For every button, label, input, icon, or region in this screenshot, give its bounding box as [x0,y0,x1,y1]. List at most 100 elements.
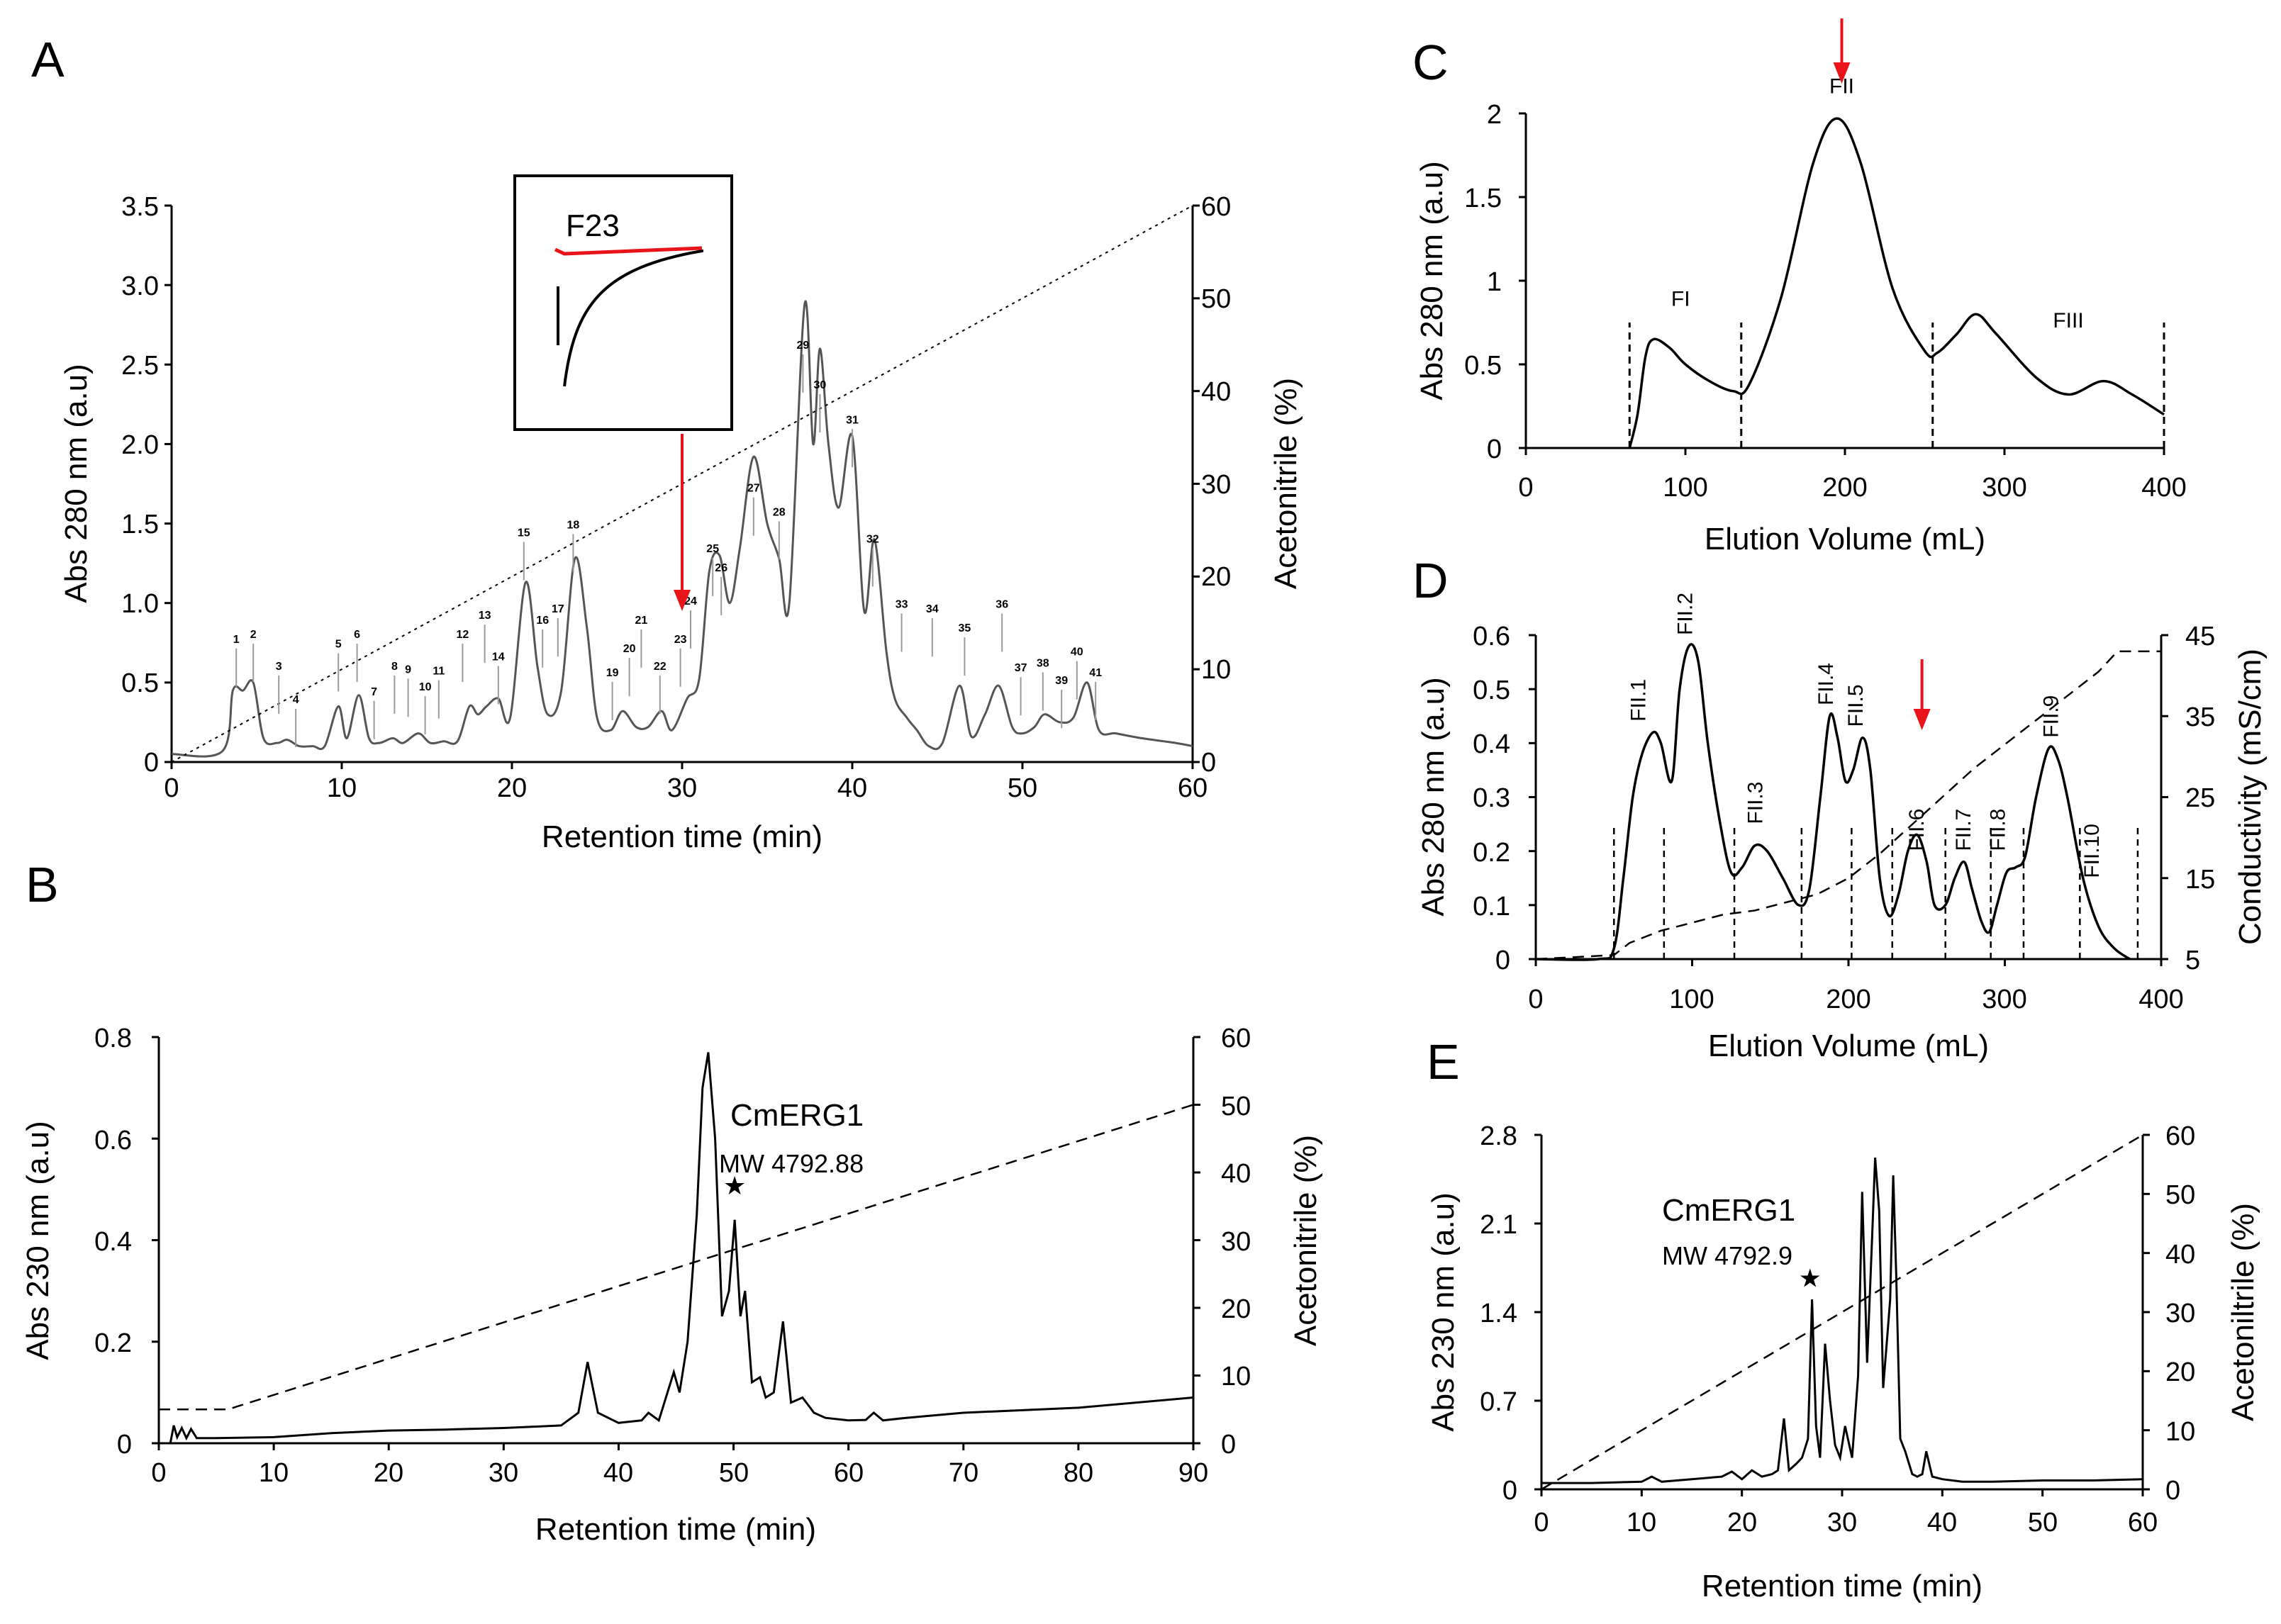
panel-c-axes [1524,113,2164,449]
panel-b-y2-label: Acetonitrile (%) [1288,1135,1323,1346]
panel-b-y-label: Abs 230 nm (a.u) [21,1121,55,1360]
tick-label: 50 [719,1458,749,1488]
panel-e-absorbance-line [1541,1157,2143,1484]
tick-label: 90 [1178,1458,1208,1488]
peak-label: 32 [866,533,879,545]
panel-d-x-ticks: 0 100 200 300 400 [1528,985,2183,1014]
peak-label: 12 [457,629,469,641]
peak-label: 18 [567,519,580,531]
peak-label: 3 [276,661,282,673]
tick-label: 10 [1221,1362,1251,1391]
tick-label: 0 [1518,473,1533,503]
peak-label: 40 [1071,646,1083,659]
tick-label: 15 [2185,865,2215,895]
panel-b-x-ticks: 0 10 20 30 40 50 60 70 80 90 [151,1458,1208,1488]
peak-label: 8 [391,661,398,673]
panel-label-d: D [1412,553,1449,608]
panel-c-arrow [1833,18,1851,84]
tick-label: 100 [1663,473,1707,503]
tick-label: 0.7 [1480,1387,1517,1417]
tick-label: 1.4 [1480,1299,1517,1328]
peak-label: 19 [606,667,619,679]
tick-label: 20 [1221,1294,1251,1324]
tick-label: 50 [1221,1092,1251,1121]
panel-a-y-ticks: 0 0.5 1.0 1.5 2.0 2.5 3.0 3.5 [121,192,159,778]
tick-label: 60 [834,1458,864,1488]
tick-label: 20 [497,773,527,803]
tick-label: 60 [1201,192,1231,222]
peak-label: 35 [959,622,971,634]
tick-label: 400 [2141,473,2186,503]
tick-label: 0 [1201,748,1216,778]
peak-label: 6 [354,629,360,641]
peak-label: 15 [518,527,530,539]
peak-label: 14 [492,651,505,663]
panel-e-y2-label: Acetoniltrile (%) [2226,1203,2260,1421]
inset-current-trace [557,250,703,387]
peak-label: 20 [623,643,636,655]
panel-c-y-ticks: 0 0.5 1 1.5 2 [1464,100,1502,464]
peak-label: 26 [715,562,727,574]
tick-label: 10 [1201,655,1231,685]
panel-d-y-ticks: 0 0.1 0.2 0.3 0.4 0.5 0.6 [1473,622,1510,975]
panel-a-absorbance-line [171,300,1193,758]
peak-label: 21 [635,615,648,627]
panel-label-a: A [31,32,65,87]
panel-b: Retention time (min) Abs 230 nm (a.u) Ac… [21,1024,1323,1547]
tick-label: 50 [2028,1508,2058,1538]
panel-b-acetonitrile-line [159,1104,1194,1411]
peak-label: 9 [405,663,411,676]
peak-label: 7 [371,686,377,698]
panel-e-compound-name: CmERG1 [1662,1193,1795,1228]
tick-label: 0.1 [1473,892,1510,922]
panel-c-y-label: Abs 280 nm (a.u) [1415,161,1449,401]
tick-label: 25 [2185,783,2215,813]
tick-label: 400 [2138,985,2183,1014]
fraction-label: FIII [2053,309,2083,332]
axis-tick-marks [1534,1133,2150,1496]
tick-label: 60 [1178,773,1208,803]
fraction-label: FII.1 [1627,679,1650,722]
tick-label: 0.5 [1464,351,1502,381]
panel-a-arrow [674,434,691,611]
tick-label: 0.6 [1473,622,1510,651]
tick-label: 3.0 [121,271,159,301]
panel-label-c: C [1412,35,1449,90]
panel-c-fraction-dividers [1628,323,2165,448]
panel-e-x-label: Retention time (min) [1702,1569,1982,1603]
tick-label: 5 [2185,946,2200,975]
peak-label: 17 [552,603,564,615]
tick-label: 0 [144,748,159,778]
fraction-label: FI [1671,287,1690,310]
peak-label: 1 [233,634,240,646]
tick-label: 20 [1727,1508,1757,1538]
peak-label: 29 [797,340,810,352]
tick-label: 0.2 [1473,838,1510,868]
tick-label: 30 [489,1458,518,1488]
peak-label: 39 [1055,675,1068,687]
tick-label: 2 [1487,100,1502,130]
panel-d-y2-ticks: 5 15 25 35 45 [2185,622,2215,975]
tick-label: 0.5 [1473,676,1510,705]
tick-label: 0 [1502,1476,1517,1506]
tick-label: 20 [374,1458,403,1488]
tick-label: 2.0 [121,430,159,460]
peak-label: 27 [747,483,760,495]
tick-label: 40 [603,1458,633,1488]
peak-label: 13 [479,610,491,622]
tick-label: 2.1 [1480,1210,1517,1240]
panel-e: Retention time (min) Abs 230 nm (a.u) Ac… [1426,1121,2260,1603]
panel-a-y2-ticks: 0 10 20 30 40 50 60 [1201,192,1231,778]
tick-label: 10 [259,1458,289,1488]
tick-label: 300 [1982,473,2026,503]
tick-label: 40 [1201,377,1231,407]
tick-label: 0 [151,1458,166,1488]
tick-label: 0.8 [94,1024,132,1053]
peak-label: 37 [1015,662,1027,674]
peak-label: 36 [996,598,1008,610]
tick-label: 200 [1822,473,1867,503]
